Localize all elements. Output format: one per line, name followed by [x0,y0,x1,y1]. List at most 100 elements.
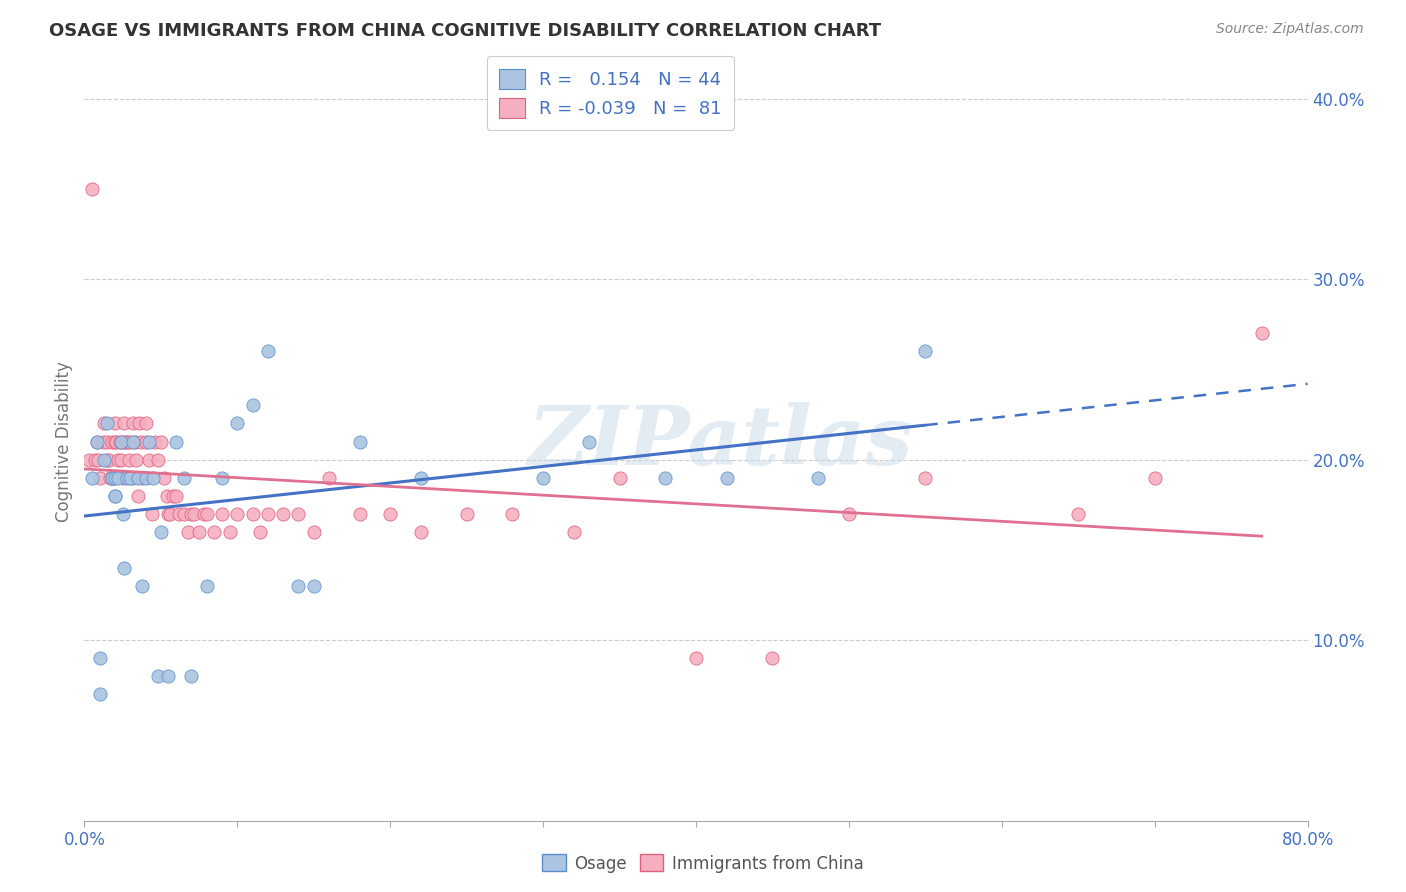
Point [242,399,264,413]
Point [96,452,118,467]
Point [146,452,169,467]
Point [125,452,148,467]
Point [135,417,157,431]
Point [127,470,149,484]
Point [96,434,118,449]
Point [107,470,129,484]
Point [142,470,165,484]
Point [654,470,676,484]
Point [111,434,134,449]
Point [104,434,127,449]
Point [101,470,124,484]
Point [135,470,157,484]
Point [93,417,115,431]
Point [149,524,172,539]
Point [173,507,195,521]
Point [86,434,108,449]
Point [115,434,138,449]
Point [91,434,114,449]
Point [502,507,524,521]
Text: Source: ZipAtlas.com: Source: ZipAtlas.com [1216,22,1364,37]
Point [195,507,218,521]
Legend: R =   0.154   N = 44, R = -0.039   N =  81: R = 0.154 N = 44, R = -0.039 N = 81 [486,56,734,130]
Point [685,651,707,665]
Point [195,579,218,593]
Point [177,524,200,539]
Point [131,470,153,484]
Point [89,651,111,665]
Point [761,651,783,665]
Point [193,507,215,521]
Point [114,434,136,449]
Point [456,507,478,521]
Point [1250,326,1272,341]
Point [143,434,166,449]
Point [349,434,371,449]
Point [104,470,127,484]
Point [165,489,187,503]
Point [257,507,280,521]
Point [80,470,103,484]
Point [914,470,936,484]
Point [111,470,134,484]
Point [173,470,195,484]
Point [104,417,127,431]
Point [242,507,264,521]
Point [112,561,135,575]
Point [98,470,121,484]
Point [226,417,249,431]
Point [80,182,103,196]
Legend: Osage, Immigrants from China: Osage, Immigrants from China [536,847,870,880]
Point [218,524,240,539]
Point [101,434,124,449]
Point [104,489,127,503]
Point [914,344,936,359]
Point [138,434,160,449]
Point [129,434,152,449]
Point [167,507,190,521]
Point [409,524,432,539]
Point [531,470,554,484]
Point [146,669,169,683]
Point [120,434,142,449]
Point [86,434,108,449]
Point [77,452,100,467]
Point [111,507,134,521]
Point [107,452,129,467]
Point [128,417,150,431]
Point [180,507,202,521]
Point [153,470,176,484]
Point [141,507,163,521]
Point [104,489,127,503]
Point [157,669,180,683]
Point [287,507,309,521]
Point [349,507,371,521]
Point [108,434,131,449]
Point [716,470,738,484]
Point [122,417,145,431]
Point [249,524,271,539]
Point [156,489,179,503]
Point [202,524,225,539]
Point [157,507,180,521]
Point [131,579,153,593]
Point [115,470,138,484]
Point [183,507,205,521]
Point [1143,470,1166,484]
Point [180,669,202,683]
Point [93,452,115,467]
Point [89,470,111,484]
Point [124,434,146,449]
Point [135,434,157,449]
Point [562,524,585,539]
Point [287,579,309,593]
Point [838,507,860,521]
Point [162,489,184,503]
Point [127,489,149,503]
Point [97,452,120,467]
Point [122,434,145,449]
Point [380,507,402,521]
Point [149,434,172,449]
Y-axis label: Cognitive Disability: Cognitive Disability [55,361,73,522]
Point [257,344,280,359]
